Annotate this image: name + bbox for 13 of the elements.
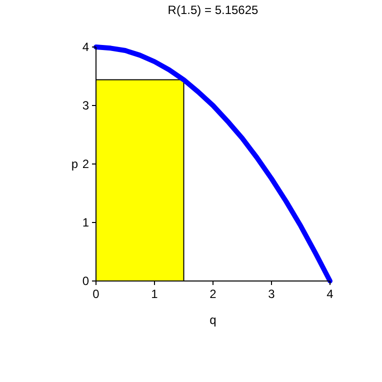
x-tick-label: 2 [210,287,217,301]
y-tick-label: 3 [82,98,90,112]
x-tick-label: 0 [92,287,100,301]
x-tick-label: 3 [268,287,276,301]
x-axis-title: q [210,313,216,327]
y-tick-label: 0 [82,274,90,288]
y-tick-label: 4 [82,40,90,54]
y-tick-label: 1 [82,216,90,230]
y-axis-title: p [71,157,78,171]
x-tick-label: 4 [326,287,334,301]
chart-title: R(1.5) = 5.15625 [168,3,259,17]
x-tick-label: 1 [151,287,158,301]
y-tick-label: 2 [82,157,90,171]
